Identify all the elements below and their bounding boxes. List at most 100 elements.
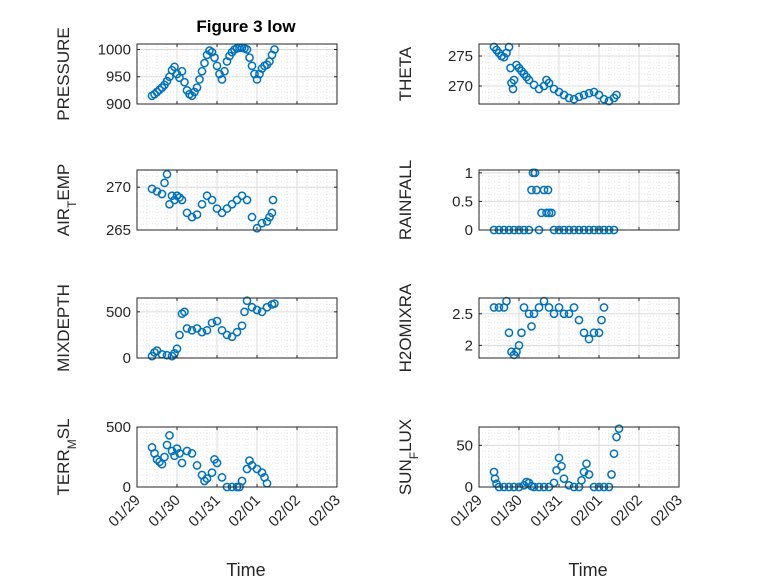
x-tick-label: 01/30 <box>487 492 526 531</box>
data-point <box>170 349 179 358</box>
data-point <box>584 88 594 98</box>
data-point <box>529 80 539 90</box>
axis-box <box>136 297 338 359</box>
data-point <box>240 307 249 317</box>
y-tick-label: 265 <box>106 222 131 239</box>
x-tick-label: 02/02 <box>607 492 646 531</box>
data-point <box>152 87 162 97</box>
data-point <box>579 328 589 338</box>
data-point <box>569 303 579 312</box>
y-tick-label: 0.5 <box>452 193 473 210</box>
data-point <box>177 66 187 76</box>
axis-box <box>478 43 680 105</box>
data-point <box>155 457 164 467</box>
y-axis-label: RAINFALL <box>396 160 415 240</box>
x-tick-label: 02/03 <box>305 492 344 531</box>
subplot-4: 0 0.5 1 RAINFALL <box>396 160 680 240</box>
data-point <box>584 470 594 479</box>
axis-box <box>136 169 338 231</box>
data-point <box>527 185 536 195</box>
data-point <box>544 78 554 88</box>
x-tick-label: 01/31 <box>185 492 224 531</box>
subplot-3: 265 270 AIRTEMP <box>54 164 338 239</box>
data-point <box>543 185 553 195</box>
y-tick-label: 500 <box>106 419 131 436</box>
data-point <box>150 89 159 99</box>
data-point <box>180 77 189 87</box>
data-point <box>212 61 222 71</box>
data-point <box>547 208 556 218</box>
y-tick-label: 1000 <box>98 41 131 58</box>
data-point <box>162 440 172 450</box>
data-point <box>187 325 197 335</box>
data-point <box>542 208 551 218</box>
data-point <box>607 470 616 479</box>
data-point <box>232 195 242 205</box>
data-point <box>504 328 514 338</box>
y-tick-label: 2 <box>465 337 473 354</box>
data-point <box>152 455 162 464</box>
y-tick-label: 1 <box>465 165 473 182</box>
data-point <box>257 468 267 477</box>
data-point <box>589 328 599 338</box>
axis-box <box>478 297 680 359</box>
data-point <box>210 53 219 62</box>
data-point <box>612 90 621 100</box>
data-point <box>237 191 247 201</box>
data-point <box>217 208 227 218</box>
data-point <box>597 315 606 325</box>
x-tick-label: 02/02 <box>265 492 304 531</box>
y-tick-label: 0 <box>465 222 473 239</box>
data-point <box>227 199 237 209</box>
y-axis-label: AIRTEMP <box>54 164 79 237</box>
subplot-7: 01/29 01/30 01/31 02/01 02/02 02/03 0 500 TERRMS… <box>54 418 344 530</box>
data-point <box>175 330 184 340</box>
data-point <box>237 476 247 486</box>
data-point <box>180 307 189 317</box>
axis-box <box>478 426 680 488</box>
y-axis-label: MIXDEPTH <box>54 284 73 372</box>
x-tick-label: 02/01 <box>567 492 606 531</box>
data-point <box>508 84 518 94</box>
data-point <box>247 212 257 222</box>
data-point <box>579 467 589 477</box>
data-point <box>212 204 222 213</box>
y-tick-label: 0 <box>465 479 473 496</box>
data-point <box>175 449 184 458</box>
data-point <box>157 459 167 469</box>
data-point <box>267 208 277 218</box>
data-point <box>167 446 177 456</box>
data-point <box>519 303 529 312</box>
data-point <box>527 322 536 331</box>
data-point <box>212 458 222 468</box>
subplot-6: 2 2.5 H2OMIXRA <box>396 283 680 372</box>
data-point <box>504 42 514 52</box>
data-point <box>265 212 274 222</box>
data-point <box>599 303 609 312</box>
data-point <box>245 456 254 465</box>
data-point <box>524 75 534 85</box>
data-point <box>574 315 584 325</box>
data-point <box>549 478 559 488</box>
data-point <box>232 327 242 337</box>
x-axis-label-right: Time <box>568 560 607 580</box>
data-point <box>554 453 564 463</box>
y-axis-label: SUNFLUX <box>396 419 421 495</box>
data-point <box>212 316 222 326</box>
data-point <box>162 76 172 86</box>
data-point <box>162 169 172 179</box>
data-point <box>222 330 232 340</box>
data-point <box>160 452 169 462</box>
data-point <box>582 459 591 469</box>
data-point <box>262 217 272 226</box>
y-axis-label: H2OMIXRA <box>396 283 415 372</box>
data-point <box>557 461 566 471</box>
x-tick-label: 02/03 <box>647 492 686 531</box>
data-point <box>574 92 584 102</box>
data-point <box>559 309 569 319</box>
data-point <box>252 305 262 315</box>
data-point <box>614 424 624 434</box>
data-point <box>195 75 204 84</box>
data-point <box>554 303 564 312</box>
